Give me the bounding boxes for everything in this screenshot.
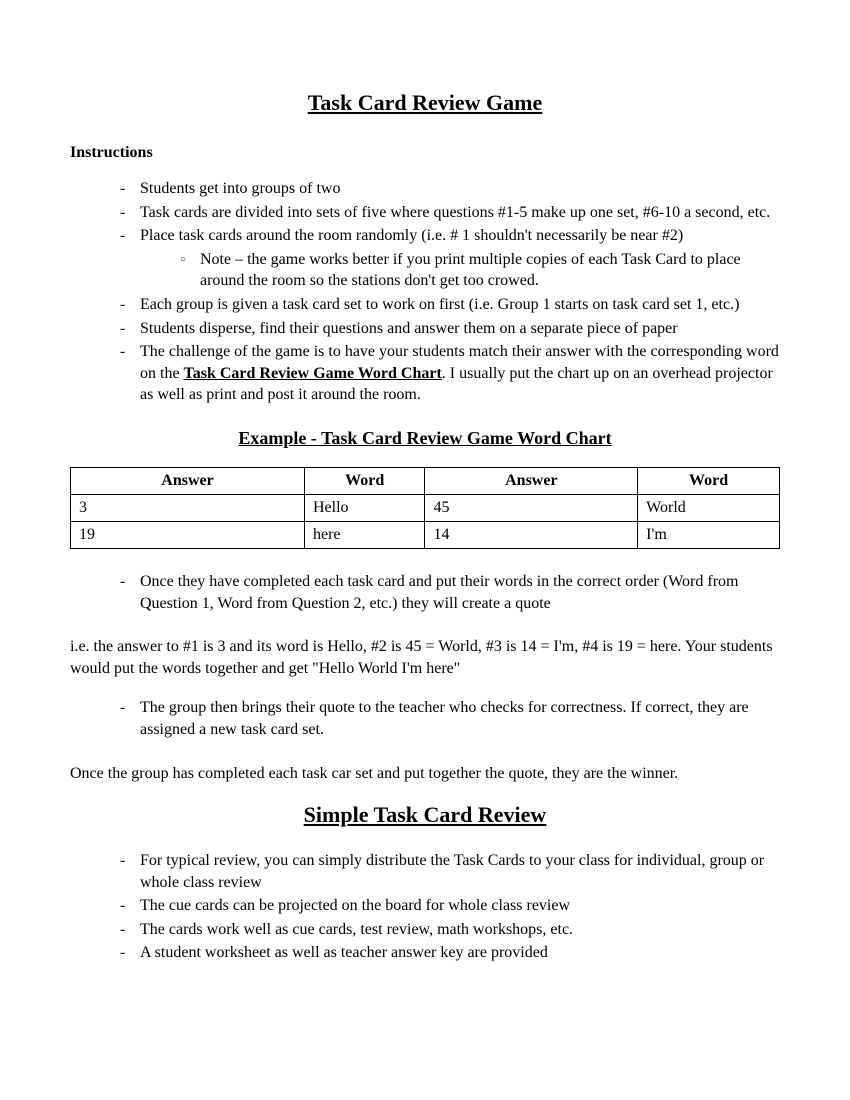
- list-item-text: Place task cards around the room randoml…: [140, 227, 683, 244]
- table-cell: 45: [425, 494, 638, 521]
- simple-review-list: For typical review, you can simply distr…: [70, 850, 780, 964]
- post-table-list-1: Once they have completed each task card …: [70, 571, 780, 614]
- table-row: 3 Hello 45 World: [71, 494, 780, 521]
- table-cell: here: [304, 521, 425, 548]
- list-item: Students disperse, find their questions …: [120, 318, 780, 340]
- list-item: Task cards are divided into sets of five…: [120, 202, 780, 224]
- table-cell: 19: [71, 521, 305, 548]
- list-item: Students get into groups of two: [120, 178, 780, 200]
- table-header-cell: Answer: [425, 467, 638, 494]
- table-cell: World: [638, 494, 780, 521]
- list-item: The challenge of the game is to have you…: [120, 341, 780, 406]
- winner-paragraph: Once the group has completed each task c…: [70, 763, 780, 785]
- sub-list: Note – the game works better if you prin…: [140, 249, 780, 292]
- table-header-cell: Word: [304, 467, 425, 494]
- list-item-bold: Task Card Review Game Word Chart: [184, 365, 442, 382]
- table-header-cell: Answer: [71, 467, 305, 494]
- list-item: Place task cards around the room randoml…: [120, 225, 780, 292]
- list-item: The cards work well as cue cards, test r…: [120, 919, 780, 941]
- post-table-list-2: The group then brings their quote to the…: [70, 697, 780, 740]
- instructions-heading: Instructions: [70, 144, 780, 162]
- table-row: 19 here 14 I'm: [71, 521, 780, 548]
- simple-review-title: Simple Task Card Review: [70, 802, 780, 828]
- table-header-cell: Word: [638, 467, 780, 494]
- list-item: The cue cards can be projected on the bo…: [120, 895, 780, 917]
- instructions-list: Students get into groups of two Task car…: [70, 178, 780, 406]
- list-item: A student worksheet as well as teacher a…: [120, 942, 780, 964]
- example-paragraph: i.e. the answer to #1 is 3 and its word …: [70, 636, 780, 679]
- table-cell: Hello: [304, 494, 425, 521]
- table-header-row: Answer Word Answer Word: [71, 467, 780, 494]
- table-cell: I'm: [638, 521, 780, 548]
- example-chart-title: Example - Task Card Review Game Word Cha…: [70, 428, 780, 449]
- sub-list-item: Note – the game works better if you prin…: [180, 249, 780, 292]
- list-item: For typical review, you can simply distr…: [120, 850, 780, 893]
- list-item: Once they have completed each task card …: [120, 571, 780, 614]
- table-cell: 3: [71, 494, 305, 521]
- list-item: The group then brings their quote to the…: [120, 697, 780, 740]
- word-chart-table: Answer Word Answer Word 3 Hello 45 World…: [70, 467, 780, 549]
- page-title: Task Card Review Game: [70, 90, 780, 116]
- table-cell: 14: [425, 521, 638, 548]
- list-item: Each group is given a task card set to w…: [120, 294, 780, 316]
